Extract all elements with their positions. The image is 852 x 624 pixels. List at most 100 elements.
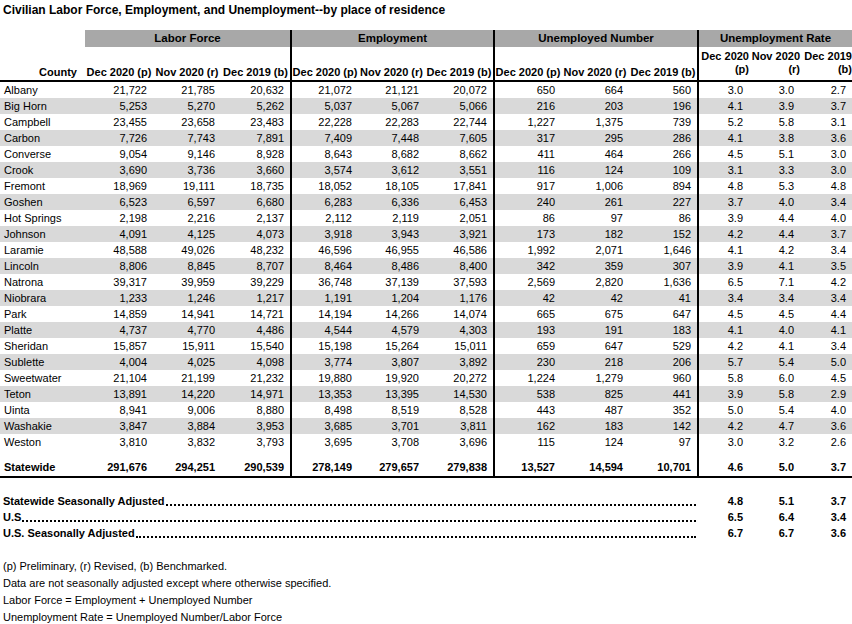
table-row: Goshen6,5236,5976,6806,2836,3366,4532402…: [0, 194, 852, 210]
value-cell: 23,658: [153, 114, 221, 130]
value-cell: 14,074: [425, 306, 493, 322]
value-cell: 14,859: [85, 306, 153, 322]
value-cell: 3.7: [800, 226, 852, 242]
value-cell: 291,676: [85, 458, 153, 476]
county-cell: Carbon: [0, 130, 85, 146]
value-cell: 1,217: [221, 290, 290, 306]
value-cell: 17,841: [425, 178, 493, 194]
value-cell: 18,105: [358, 178, 425, 194]
value-cell: 8,806: [85, 258, 153, 274]
value-cell: 5,066: [425, 98, 493, 114]
value-cell: 182: [561, 226, 629, 242]
value-cell: 196: [629, 98, 697, 114]
value-cell: 19,880: [290, 370, 358, 386]
value-cell: 3.0: [749, 82, 800, 98]
value-cell: 3.4: [800, 194, 852, 210]
value-cell: 46,955: [358, 242, 425, 258]
value-cell: 14,266: [358, 306, 425, 322]
value-cell: 6,336: [358, 194, 425, 210]
value-cell: 3,810: [85, 434, 153, 450]
value-cell: 7,743: [153, 130, 221, 146]
value-cell: 124: [561, 434, 629, 450]
summary-row: U.S6.56.43.4: [0, 509, 852, 525]
summary-label: U.S: [3, 509, 21, 525]
value-cell: 342: [493, 258, 561, 274]
summary-value-cell: 6.7: [697, 525, 749, 541]
table-row: Niobrara1,2331,2461,2171,1911,2041,17642…: [0, 290, 852, 306]
county-cell: Statewide: [0, 458, 85, 476]
value-cell: 664: [561, 82, 629, 98]
value-cell: 48,588: [85, 242, 153, 258]
value-cell: 5,067: [358, 98, 425, 114]
value-cell: 14,530: [425, 386, 493, 402]
value-cell: 2,137: [221, 210, 290, 226]
value-cell: 2,071: [561, 242, 629, 258]
summary-section: Statewide Seasonally Adjusted4.85.13.7U.…: [0, 493, 852, 541]
value-cell: 5.4: [749, 354, 800, 370]
value-cell: 21,722: [85, 82, 153, 98]
footnote-line: Unemployment Rate = Unemployed Number/La…: [3, 609, 852, 624]
value-cell: 14,594: [561, 458, 629, 476]
value-cell: 443: [493, 402, 561, 418]
value-cell: 5.0: [697, 402, 749, 418]
county-cell: Natrona: [0, 274, 85, 290]
value-cell: 5,037: [290, 98, 358, 114]
value-cell: 4.0: [749, 194, 800, 210]
column-header-line2: (p): [735, 63, 749, 76]
value-cell: 41: [629, 290, 697, 306]
value-cell: 4.2: [697, 338, 749, 354]
county-cell: Converse: [0, 146, 85, 162]
value-cell: 2.9: [800, 386, 852, 402]
value-cell: 487: [561, 402, 629, 418]
value-cell: 20,272: [425, 370, 493, 386]
value-cell: 5.8: [749, 114, 800, 130]
value-cell: 8,845: [153, 258, 221, 274]
value-cell: 15,857: [85, 338, 153, 354]
footnote-line: (p) Preliminary, (r) Revised, (b) Benchm…: [3, 558, 852, 575]
county-cell: Lincoln: [0, 258, 85, 274]
value-cell: 560: [629, 82, 697, 98]
value-cell: 14,941: [153, 306, 221, 322]
summary-value-cell: 3.7: [800, 493, 852, 509]
value-cell: 8,400: [425, 258, 493, 274]
value-cell: 18,052: [290, 178, 358, 194]
value-cell: 6,597: [153, 194, 221, 210]
value-cell: 21,121: [358, 82, 425, 98]
value-cell: 6,680: [221, 194, 290, 210]
value-cell: 3,612: [358, 162, 425, 178]
value-cell: 13,353: [290, 386, 358, 402]
column-header-line1: Nov 2020: [752, 50, 800, 63]
value-cell: 8,682: [358, 146, 425, 162]
value-cell: 659: [493, 338, 561, 354]
value-cell: 8,662: [425, 146, 493, 162]
value-cell: 227: [629, 194, 697, 210]
value-cell: 1,636: [629, 274, 697, 290]
value-cell: 203: [561, 98, 629, 114]
value-cell: 294,251: [153, 458, 221, 476]
footnote-line: Data are not seasonally adjusted except …: [3, 575, 852, 592]
value-cell: 5.3: [749, 178, 800, 194]
column-header: Dec 2020 (p): [697, 47, 749, 80]
value-cell: 3,811: [425, 418, 493, 434]
value-cell: 2.6: [800, 434, 852, 450]
value-cell: 5.0: [800, 354, 852, 370]
value-cell: 5.8: [749, 386, 800, 402]
value-cell: 279,838: [425, 458, 493, 476]
value-cell: 6,283: [290, 194, 358, 210]
value-cell: 4.1: [800, 322, 852, 338]
value-cell: 3.4: [697, 290, 749, 306]
value-cell: 21,199: [153, 370, 221, 386]
table-row: Teton13,89114,22014,97113,35313,39514,53…: [0, 386, 852, 402]
summary-label: Statewide Seasonally Adjusted: [3, 493, 165, 509]
column-header: Dec 2019 (b): [629, 47, 697, 80]
value-cell: 352: [629, 402, 697, 418]
value-cell: 3,918: [290, 226, 358, 242]
value-cell: 1,204: [358, 290, 425, 306]
value-cell: 647: [561, 338, 629, 354]
value-cell: 665: [493, 306, 561, 322]
value-cell: 5.4: [749, 402, 800, 418]
value-cell: 825: [561, 386, 629, 402]
value-cell: 3,943: [358, 226, 425, 242]
value-cell: 4.4: [749, 210, 800, 226]
county-cell: Campbell: [0, 114, 85, 130]
